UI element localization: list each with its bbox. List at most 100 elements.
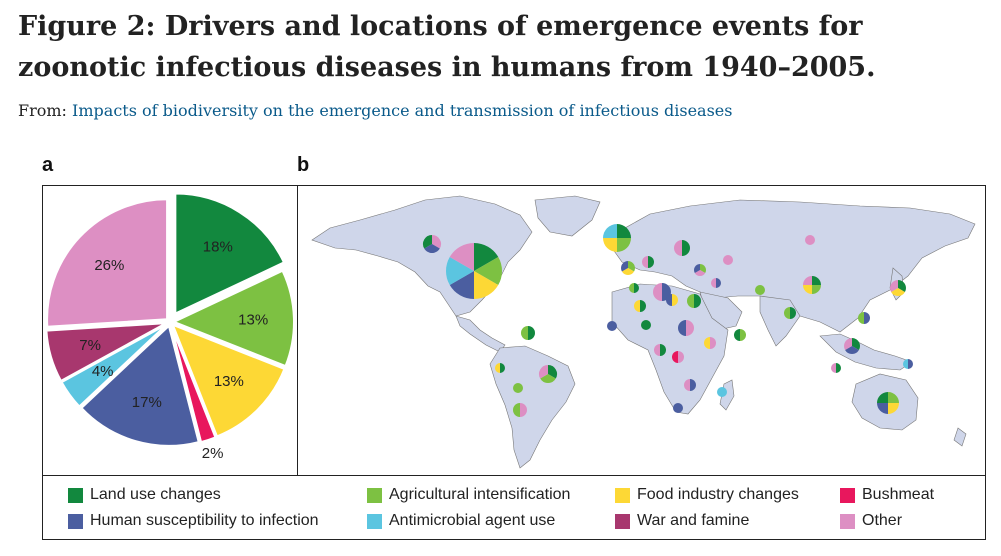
map-marker-pie (755, 285, 765, 295)
map-marker-pie (844, 338, 860, 355)
map-marker-slice (666, 294, 672, 306)
landmass-north-america (311, 195, 533, 317)
panel-a-label: a (42, 154, 54, 176)
map-marker-slice (723, 255, 733, 265)
legend-swatch (367, 487, 382, 503)
map-marker-pie (678, 320, 694, 336)
map-marker-slice (734, 329, 740, 341)
map-marker-slice (812, 276, 821, 285)
map-marker-slice (449, 243, 474, 271)
pie-label: 13% (214, 373, 244, 390)
pie-label: 26% (94, 257, 124, 274)
map-marker-slice (629, 283, 634, 293)
pie-chart: 18% 13% 13% 2% 17% 4% 7% 26% (45, 192, 295, 462)
map-marker-pie (805, 235, 815, 245)
map-marker-slice (648, 256, 654, 268)
legend-label: Antimicrobial agent use (389, 512, 556, 529)
map-marker-slice (642, 256, 648, 268)
legend-label: Food industry changes (637, 486, 799, 503)
map-marker-slice (889, 280, 898, 292)
map-marker-pie (858, 312, 870, 324)
map-marker-slice (617, 224, 631, 238)
legend-swatch (615, 513, 630, 529)
map-marker-pie (634, 300, 646, 312)
map-marker-slice (805, 235, 815, 245)
map-marker-slice (672, 294, 678, 306)
legend-swatch (840, 513, 855, 529)
map-marker-slice (540, 374, 556, 384)
from-prefix: From: (18, 101, 67, 120)
legend-swatch (68, 513, 83, 529)
map-marker-slice (687, 294, 694, 308)
legend-label: Other (862, 512, 903, 529)
map-marker-slice (686, 320, 694, 336)
map-marker-slice (634, 283, 639, 293)
map-marker-pie (803, 276, 821, 294)
map-marker-slice (704, 337, 710, 349)
source-line: From: Impacts of biodiversity on the eme… (18, 101, 732, 120)
map-marker-slice (548, 365, 557, 379)
map-marker-slice (888, 403, 899, 414)
pie-label: 4% (92, 363, 114, 380)
map-marker-pie (694, 264, 706, 277)
map-marker-pie (521, 326, 535, 340)
map-marker-pie (687, 294, 701, 308)
pie-slice-other (46, 198, 169, 328)
landmass-central-america (455, 315, 506, 353)
map-marker-slice (672, 351, 678, 363)
map-marker-slice (684, 379, 690, 391)
map-marker-slice (812, 285, 821, 294)
pie-slice-antimicrobial-agent-use (60, 323, 168, 408)
map-marker-slice (694, 264, 700, 273)
map-marker-pie (666, 294, 678, 306)
map-marker-slice (607, 321, 617, 331)
map-marker-slice (755, 285, 765, 295)
map-marker-pie (654, 344, 666, 356)
pie-label: 17% (132, 394, 162, 411)
pie-slice-food-industry-changes (171, 323, 286, 438)
pie-label: 2% (202, 445, 224, 462)
legend-swatch (840, 487, 855, 503)
pie-label: 13% (238, 311, 268, 328)
map-marker-pie (513, 403, 527, 417)
map-marker-pie (603, 224, 631, 252)
map-marker-pie (629, 283, 639, 293)
map-marker-slice (790, 307, 796, 319)
map-marker-slice (711, 278, 716, 288)
source-link[interactable]: Impacts of biodiversity on the emergence… (72, 101, 733, 120)
map-marker-pie (607, 321, 617, 331)
map-marker-slice (617, 238, 631, 252)
map-marker-slice (710, 337, 716, 349)
map-marker-slice (877, 403, 888, 414)
map-marker-pie (831, 363, 841, 373)
pie-slice-war-and-famine (45, 322, 167, 383)
map-marker-pie (495, 363, 505, 373)
pie-label: 7% (79, 337, 101, 354)
legend-item: Antimicrobial agent use (367, 512, 555, 530)
pie-slice-agricultural-intensification (171, 269, 295, 368)
map-marker-slice (678, 320, 686, 336)
panel-b-label: b (297, 154, 310, 176)
map-marker-slice (521, 326, 528, 340)
legend-item: Other (840, 512, 902, 530)
map-marker-slice (500, 363, 505, 373)
map-marker-slice (449, 271, 474, 299)
map-marker-slice (653, 283, 662, 301)
map-marker-slice (513, 383, 523, 393)
map-marker-slice (424, 244, 440, 253)
map-marker-slice (877, 392, 888, 403)
map-marker-pie (513, 383, 523, 393)
map-marker-slice (654, 344, 660, 356)
panel-divider (297, 185, 298, 475)
map-marker-pie (723, 255, 733, 265)
pie-slice-land-use-changes (174, 192, 286, 316)
map-marker-slice (423, 235, 432, 249)
world-map (311, 195, 976, 469)
map-marker-pie (903, 359, 913, 369)
map-marker-slice (678, 351, 684, 363)
map-marker-pie (539, 365, 557, 384)
map-marker-slice (520, 403, 527, 417)
legend-item: Agricultural intensification (367, 486, 570, 504)
map-marker-slice (474, 271, 499, 299)
map-marker-slice (634, 300, 640, 312)
